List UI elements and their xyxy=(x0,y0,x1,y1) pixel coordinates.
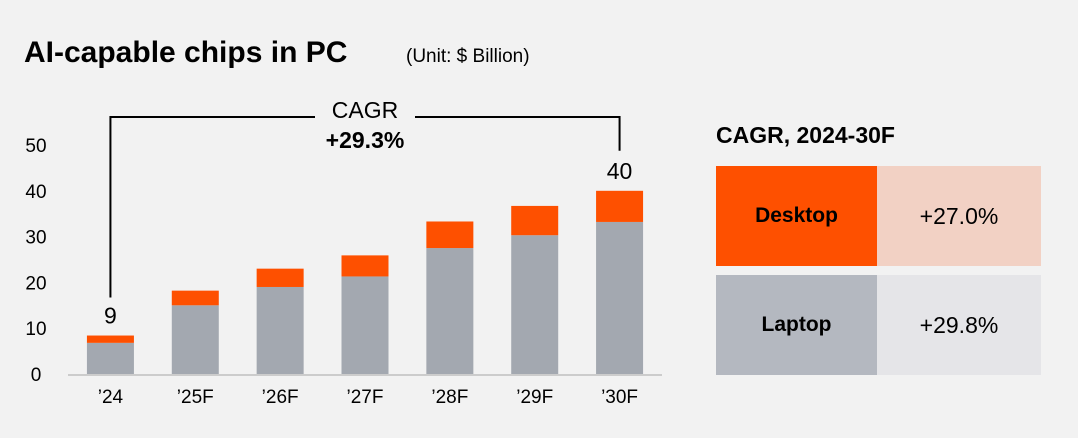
cagr-annotation-value: +29.3% xyxy=(326,127,405,153)
x-tick-label: ’25F xyxy=(177,387,214,408)
stacked-bar-chart: 0 10 20 30 40 50 ’24 ’25F ’26F ’27F ’28F ’29F ’30F 9 4… xyxy=(25,97,662,408)
cagr-value-desktop: +27.0% xyxy=(877,166,1041,266)
bar-desktop xyxy=(256,268,304,287)
bar-total-label: 40 xyxy=(607,158,633,184)
cagr-value-laptop: +29.8% xyxy=(877,275,1041,375)
bar-desktop xyxy=(86,335,134,343)
cagr-name-laptop: Laptop xyxy=(716,275,877,375)
bar-desktop xyxy=(341,255,389,277)
cagr-bracket-right xyxy=(415,116,621,151)
cagr-table-title: CAGR, 2024-30F xyxy=(716,122,895,148)
x-tick-label: ’28F xyxy=(431,387,468,408)
chart-title: AI-capable chips in PC xyxy=(24,36,348,69)
bar-desktop xyxy=(596,190,644,222)
unit-label: (Unit: $ Billion) xyxy=(406,46,530,67)
x-tick-label: ’26F xyxy=(262,387,299,408)
y-tick-label: 10 xyxy=(25,319,46,340)
bar-desktop xyxy=(511,205,559,236)
y-tick-label: 30 xyxy=(25,228,46,249)
bar-laptop xyxy=(171,305,219,374)
cagr-row-laptop: Laptop +29.8% xyxy=(716,275,1041,375)
cagr-annotation-label: CAGR xyxy=(332,97,398,123)
bar-desktop xyxy=(171,290,219,306)
x-tick-label: ’29F xyxy=(516,387,553,408)
bar-laptop xyxy=(256,286,304,374)
x-tick-label: ’24 xyxy=(98,387,124,408)
cagr-name-desktop: Desktop xyxy=(716,166,877,266)
y-tick-label: 20 xyxy=(25,273,46,294)
bar-desktop xyxy=(426,221,474,249)
bar-laptop xyxy=(596,221,644,374)
y-tick-label: 0 xyxy=(31,365,42,386)
bar-laptop xyxy=(511,235,559,374)
x-tick-label: ’27F xyxy=(347,387,384,408)
bar-laptop xyxy=(426,248,474,374)
cagr-table: Desktop +27.0% Laptop +29.8% xyxy=(716,166,1041,384)
x-tick-label: ’30F xyxy=(601,387,638,408)
y-tick-label: 40 xyxy=(25,182,46,203)
y-tick-label: 50 xyxy=(25,136,46,157)
bar-laptop xyxy=(341,276,389,374)
bar-total-label: 9 xyxy=(104,303,117,329)
cagr-row-desktop: Desktop +27.0% xyxy=(716,166,1041,266)
cagr-bracket-left xyxy=(109,116,315,298)
bar-laptop xyxy=(86,342,134,374)
